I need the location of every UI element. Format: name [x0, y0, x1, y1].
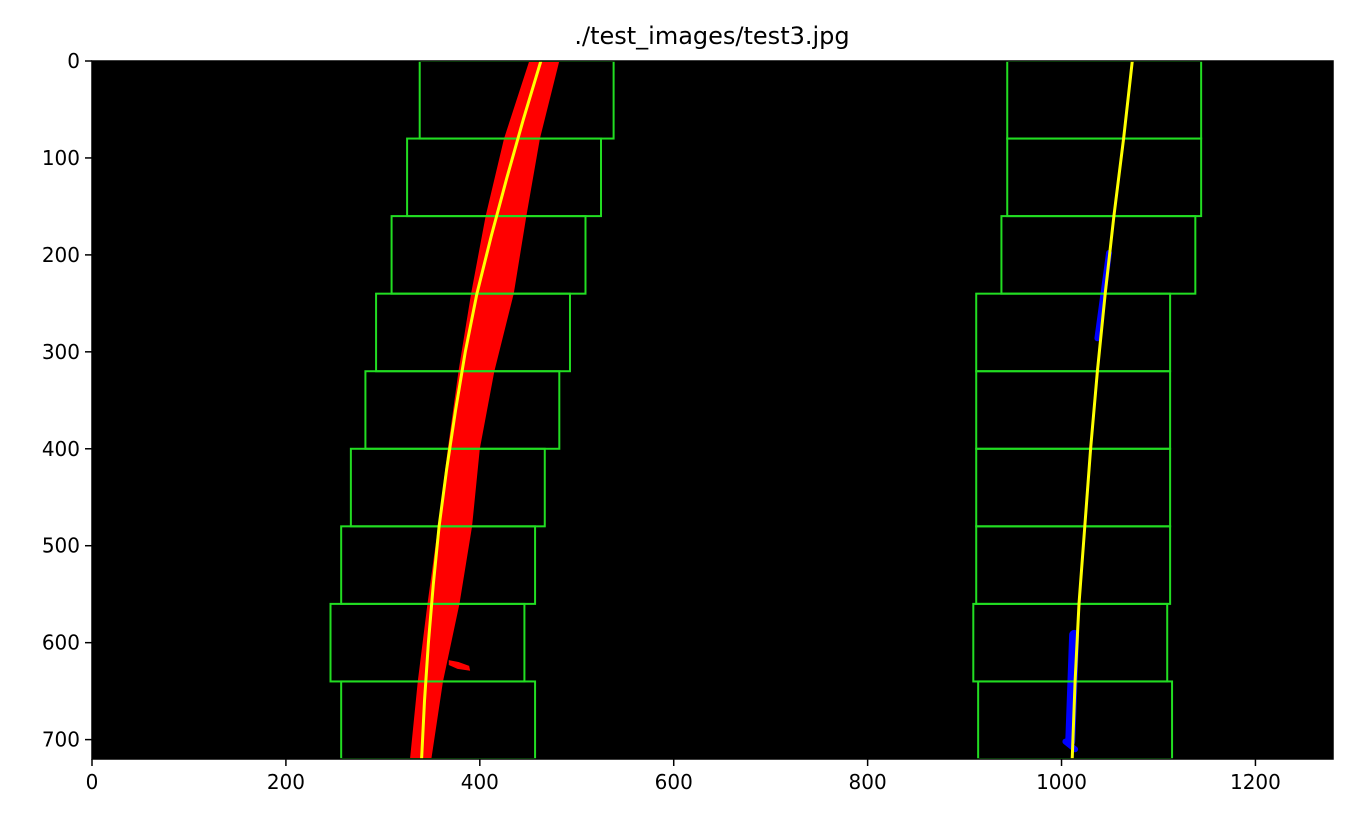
y-tick-label-200: 200	[42, 243, 80, 267]
y-tick-label-300: 300	[42, 340, 80, 364]
plot-content	[329, 61, 1203, 759]
left-lane-pixels	[410, 61, 560, 759]
left-lane-pixel-blob	[448, 660, 471, 671]
right-lane-pixels-1	[1065, 629, 1080, 747]
x-tick-label-400: 400	[461, 770, 499, 794]
x-tick-label-1000: 1000	[1036, 770, 1087, 794]
y-tick-label-500: 500	[42, 534, 80, 558]
y-tick-label-100: 100	[42, 146, 80, 170]
image-background	[92, 61, 1333, 759]
x-tick-label-800: 800	[849, 770, 887, 794]
y-tick-label-600: 600	[42, 631, 80, 655]
plot-area	[91, 60, 1334, 760]
x-tick-label-0: 0	[86, 770, 99, 794]
x-tick-label-600: 600	[655, 770, 693, 794]
y-tick-label-400: 400	[42, 437, 80, 461]
axes-frame	[91, 60, 1334, 760]
y-tick-label-700: 700	[42, 728, 80, 752]
y-tick-label-0: 0	[67, 49, 80, 73]
left_fit-line	[420, 61, 543, 759]
left-window-8	[340, 680, 537, 759]
x-axis: 0 200 400 600 800 1000 1200	[86, 759, 1281, 794]
x-tick-label-1200: 1200	[1230, 770, 1281, 794]
chart-title: ./test_images/test3.jpg	[574, 22, 849, 50]
y-axis: 0 100 200 300 400 500 600 700	[42, 49, 92, 752]
x-tick-label-200: 200	[267, 770, 305, 794]
right_fit-line	[1070, 61, 1134, 759]
